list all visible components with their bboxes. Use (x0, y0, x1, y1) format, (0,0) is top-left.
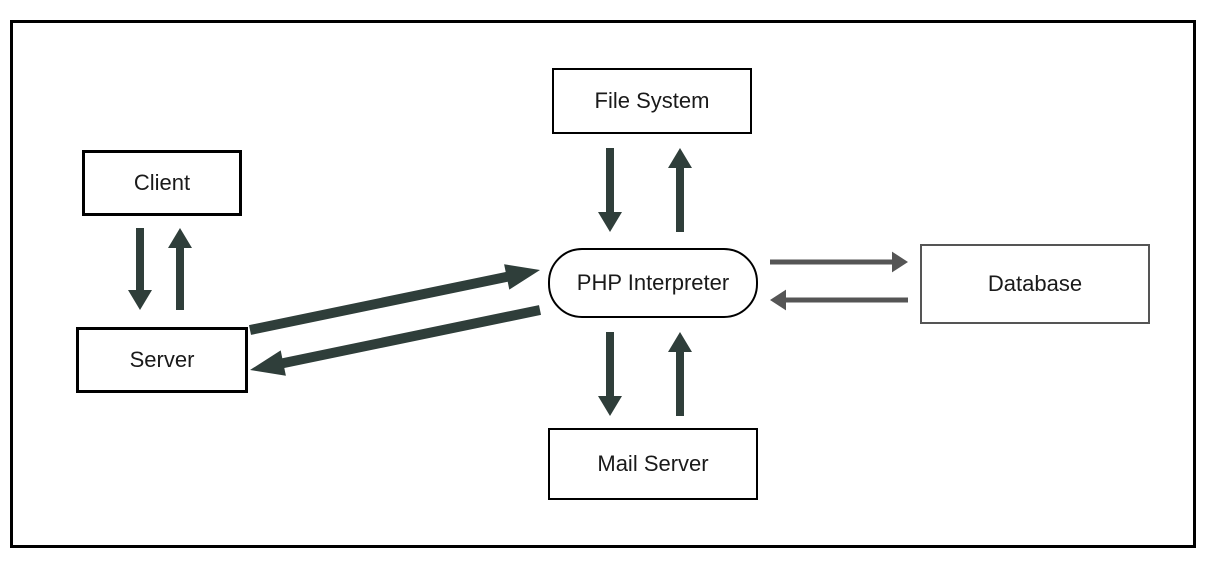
node-database: Database (920, 244, 1150, 324)
node-server: Server (76, 327, 248, 393)
node-label: Database (988, 271, 1082, 297)
diagram-canvas: Client Server File System PHP Interprete… (0, 0, 1206, 564)
node-php-interpreter: PHP Interpreter (548, 248, 758, 318)
node-label: PHP Interpreter (577, 270, 729, 296)
node-file-system: File System (552, 68, 752, 134)
node-mail-server: Mail Server (548, 428, 758, 500)
node-label: File System (595, 88, 710, 114)
node-label: Client (134, 170, 190, 196)
node-client: Client (82, 150, 242, 216)
node-label: Server (130, 347, 195, 373)
node-label: Mail Server (597, 451, 708, 477)
